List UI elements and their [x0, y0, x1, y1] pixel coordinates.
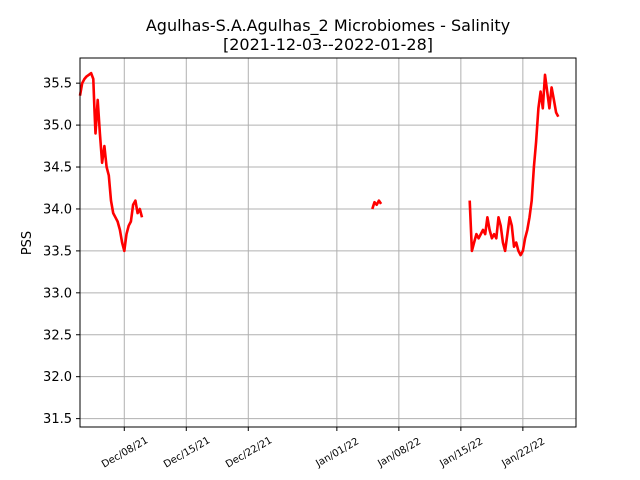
y-tick-label: 35.0: [43, 119, 72, 134]
chart-title-line1: Agulhas-S.A.Agulhas_2 Microbiomes - Sali…: [146, 16, 510, 36]
x-tick-label: Jan/08/22: [375, 436, 423, 470]
x-tick-label: Dec/08/21: [100, 435, 150, 470]
y-tick-label: 34.5: [43, 161, 72, 176]
x-tick-label: Jan/22/22: [499, 436, 547, 470]
y-tick-label: 31.5: [43, 412, 72, 427]
plot-frame: [79, 57, 577, 428]
y-tick-label: 32.5: [43, 328, 72, 343]
series-layer: [78, 71, 560, 257]
salinity-series-line: [78, 71, 144, 253]
tick-layer: 31.5 32.0 32.5 33.0 33.5 34.0 34.5 35.0 35.5 Dec/…: [43, 77, 547, 471]
y-axis-label: PSS: [20, 231, 35, 255]
y-tick-label: 35.5: [43, 77, 72, 92]
y-tick-label: 33.5: [43, 244, 72, 259]
y-tick-label: 32.0: [43, 370, 72, 385]
chart-title-line2: [2021-12-03--2022-01-28]: [223, 35, 433, 54]
y-tick-label: 34.0: [43, 202, 72, 217]
x-tick-label: Jan/15/22: [437, 436, 485, 470]
y-tick-label: 33.0: [43, 286, 72, 301]
x-tick-label: Jan/01/22: [313, 436, 361, 470]
x-tick-label: Dec/15/21: [162, 435, 212, 470]
grid-layer: [80, 58, 576, 427]
x-tick-label: Dec/22/21: [224, 435, 274, 470]
salinity-series-line: [468, 73, 560, 257]
salinity-series-line: [371, 199, 383, 210]
